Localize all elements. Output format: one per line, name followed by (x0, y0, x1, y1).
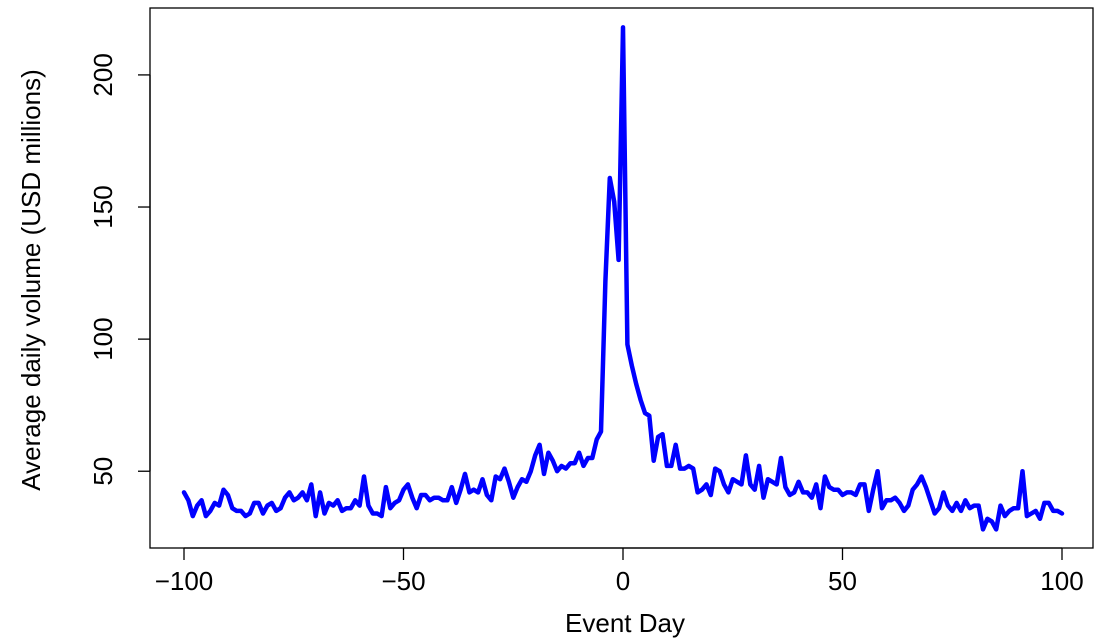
series-line-0 (181, 25, 1065, 532)
x-tick-label: −100 (155, 566, 214, 596)
x-tick-label: 50 (828, 566, 857, 596)
y-axis-title: Average daily volume (USD millions) (16, 69, 46, 490)
x-tick-label: 100 (1040, 566, 1083, 596)
y-tick-label: 150 (88, 185, 118, 228)
series-layer (181, 25, 1065, 532)
y-axis: 50 100 150 200 (88, 53, 151, 486)
y-tick-label: 100 (88, 317, 118, 360)
y-tick-label: 200 (88, 53, 118, 96)
y-tick-label: 50 (88, 457, 118, 486)
x-axis: −100 −50 0 50 100 (155, 547, 1084, 596)
x-axis-title: Event Day (565, 608, 685, 638)
x-tick-label: −50 (381, 566, 425, 596)
x-tick-label: 0 (616, 566, 630, 596)
